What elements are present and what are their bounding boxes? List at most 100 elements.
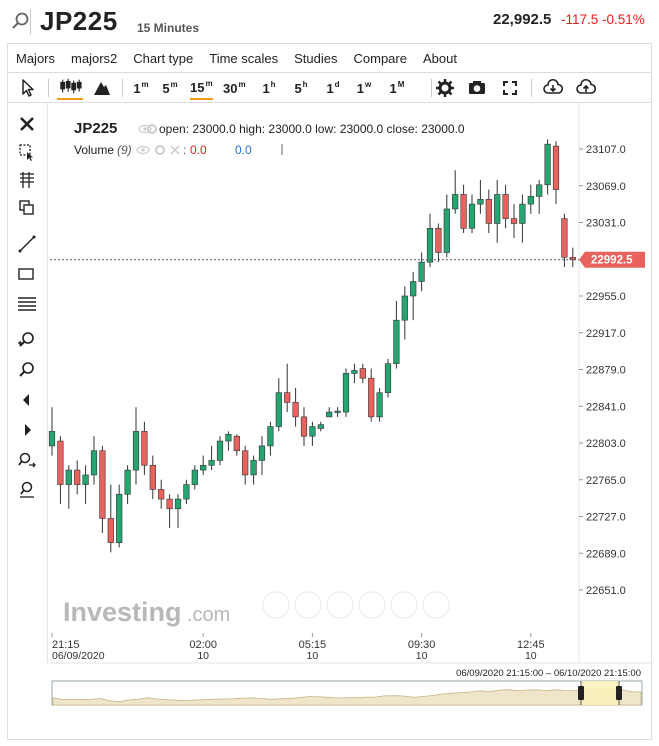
scroll-left-icon[interactable] — [16, 389, 38, 411]
candle-body-up — [477, 198, 484, 205]
legend-ohlc: open: 23000.0 high: 23000.0 low: 23000.0… — [159, 122, 465, 136]
crosshair-icon[interactable] — [16, 169, 38, 191]
candle-body-up — [410, 281, 417, 297]
candle-body-down — [502, 194, 509, 219]
menu-item-chart-type[interactable]: Chart type — [133, 50, 194, 66]
navigator-handle-left[interactable] — [578, 681, 584, 705]
candle-body-up — [275, 392, 282, 427]
candle-body-up — [225, 433, 232, 442]
candle — [342, 368, 350, 417]
candle — [401, 286, 408, 340]
toolbar: 1 m 5 m 15 m 30 m 1 h 5 h 1 d 1 w 1 M — [7, 73, 652, 103]
navigator-handle-right[interactable] — [616, 681, 622, 705]
toolbar-divider — [48, 79, 49, 97]
x-tick-time: 21:15 — [52, 639, 80, 651]
candle — [384, 358, 392, 398]
candle-body-up — [116, 493, 123, 543]
drawing-tools-sidebar — [8, 103, 48, 663]
timeframe-30m[interactable]: 30 m — [223, 79, 246, 96]
x-tick-date: 10 — [307, 650, 319, 662]
candle — [368, 368, 375, 422]
candle — [292, 387, 299, 427]
gear-icon[interactable] — [435, 76, 455, 100]
candle — [300, 407, 308, 446]
menu-item-majors2[interactable]: majors2 — [71, 50, 118, 66]
menu-item-time-scales[interactable]: Time scales — [209, 50, 279, 66]
navigator[interactable]: 06/09/2020 21:15:00 – 06/10/2020 21:15:0… — [51, 668, 643, 706]
candle-body-down — [284, 392, 291, 403]
zoom-in-icon[interactable] — [16, 329, 38, 351]
candle-body-down — [359, 368, 366, 379]
investing-watermark: Investing .com — [63, 597, 230, 627]
candle — [191, 465, 198, 490]
y-tick-label: 22955.0 — [586, 291, 626, 303]
zoom-reset-icon[interactable] — [16, 479, 38, 501]
candle — [485, 189, 492, 234]
rectangle-icon[interactable] — [16, 263, 38, 285]
y-tick-label: 22803.0 — [586, 438, 626, 450]
candle-body-up — [384, 363, 392, 394]
camera-icon[interactable] — [467, 76, 487, 100]
legend-volume-value2: 0.0 — [235, 143, 252, 157]
zoom-right-icon[interactable] — [16, 449, 38, 471]
fullscreen-icon[interactable] — [500, 76, 520, 100]
zoom-out-icon[interactable] — [16, 359, 38, 381]
candle — [443, 194, 450, 258]
candle-body-down — [57, 440, 64, 485]
menu-item-majors[interactable]: Majors — [16, 50, 56, 66]
candle-body-up — [90, 450, 98, 476]
navigator-range: 06/09/2020 21:15:00 – 06/10/2020 21:15:0… — [456, 668, 641, 679]
candle-body-up — [351, 370, 358, 374]
chart-nav-button — [390, 591, 418, 619]
candle-body-up — [468, 203, 476, 229]
candle — [519, 194, 526, 243]
menu-item-about[interactable]: About — [422, 50, 457, 66]
candle — [158, 479, 165, 509]
area-chart-icon[interactable] — [92, 76, 112, 100]
candle — [82, 465, 89, 504]
gear-icon-small[interactable] — [155, 145, 165, 155]
search-icon[interactable] — [10, 10, 32, 32]
candle-body-up — [401, 295, 408, 321]
candlestick-chart-icon[interactable] — [57, 76, 83, 100]
timeframe-15m[interactable]: 15 m — [190, 76, 213, 100]
trend-line-icon[interactable] — [16, 233, 38, 255]
chart-legend: JP225 open: 23000.0 high: 23000.0 low: 2… — [74, 120, 465, 157]
fibonacci-icon[interactable] — [16, 293, 38, 315]
candle-body-down — [460, 194, 467, 229]
pointer-icon[interactable] — [16, 76, 38, 100]
cloud-upload-icon[interactable] — [576, 76, 596, 100]
close-icon-small[interactable] — [170, 145, 180, 155]
select-area-icon[interactable] — [16, 141, 38, 163]
menu-item-studies[interactable]: Studies — [294, 50, 338, 66]
cloud-download-icon[interactable] — [543, 76, 563, 100]
close-icon[interactable] — [16, 113, 38, 135]
y-tick-label: 22841.0 — [586, 401, 626, 413]
gear-icon-small[interactable] — [147, 124, 157, 134]
candle — [309, 421, 316, 446]
candle-body-down — [569, 257, 576, 261]
eye-icon[interactable] — [138, 124, 152, 134]
candle — [552, 141, 560, 205]
candle — [57, 436, 64, 504]
candle — [132, 407, 140, 485]
menu-item-compare[interactable]: Compare — [353, 50, 407, 66]
scroll-right-icon[interactable] — [16, 419, 38, 441]
chart-nav-button — [358, 591, 386, 619]
eye-icon[interactable] — [136, 145, 150, 155]
last-price-tag — [579, 251, 645, 268]
candle-body-up — [494, 194, 501, 224]
y-tick-label: 23069.0 — [586, 181, 626, 193]
candle — [141, 421, 148, 475]
clone-icon[interactable] — [16, 197, 38, 219]
candle-body-down — [510, 218, 518, 224]
candle — [452, 170, 459, 214]
price-chart[interactable]: Investing .com 23107.0 23069.0 23031.0 2295… — [8, 103, 653, 740]
